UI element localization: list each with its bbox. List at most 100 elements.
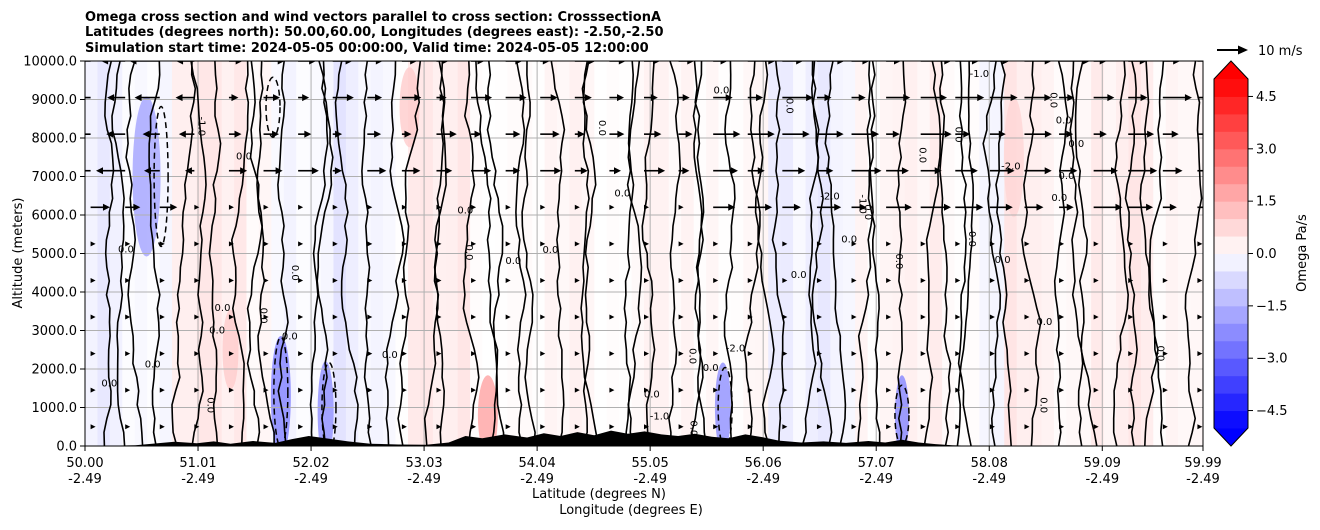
wind-vector-head: [175, 94, 183, 102]
contour-label: -2.0: [820, 191, 840, 202]
y-tick-label: 2000.0: [32, 363, 78, 378]
colorbar-band: [1214, 148, 1248, 167]
contour-label: 0.0: [703, 363, 719, 374]
wind-vector-head: [1059, 424, 1065, 430]
wind-vector-head: [194, 241, 200, 247]
wind-vector-head: [824, 94, 832, 102]
wind-vector-head: [678, 204, 684, 210]
wind-vector-head: [159, 351, 165, 357]
wind-vector-head: [228, 314, 234, 320]
wind-vector-head: [159, 387, 165, 393]
wind-vector-head: [228, 277, 234, 283]
wind-vector-head: [332, 204, 338, 210]
wind-vector-head: [332, 241, 338, 247]
wind-vector-head: [862, 61, 870, 65]
wind-vector-head: [816, 277, 822, 283]
chart-title-line-3: Simulation start time: 2024-05-05 00:00:…: [85, 41, 649, 56]
wind-vector-head: [1036, 203, 1044, 211]
wind-vector-head: [1059, 351, 1065, 357]
wind-vector-head: [334, 167, 342, 175]
wind-vector-head: [977, 94, 985, 102]
wind-vector-head: [273, 94, 281, 102]
wind-vector-head: [580, 167, 588, 175]
wind-vector-head: [375, 61, 383, 65]
colorbar-band: [1214, 358, 1248, 377]
contour-label: 0.0: [917, 147, 928, 163]
x-axis-label-longitude: Longitude (degrees E): [559, 503, 703, 518]
x-tick-label-lat: 59.09: [1084, 456, 1121, 471]
wind-vector-head: [375, 94, 383, 102]
contour-label: 0.0: [289, 265, 300, 281]
wind-vector-head: [609, 387, 615, 393]
wind-vector-head: [920, 241, 926, 247]
wind-vector-head: [944, 203, 952, 211]
wind-vector-head: [1044, 167, 1052, 175]
wind-vector-head: [471, 351, 477, 357]
wind-vector-head: [90, 277, 96, 283]
contour-label: 0.0: [995, 255, 1011, 266]
quiver-key: 10 m/s: [1217, 44, 1303, 59]
x-tick-label-lon: -2.49: [746, 472, 780, 487]
wind-vector-head: [332, 387, 338, 393]
wind-vector-head: [379, 167, 387, 175]
wind-vector-head: [228, 424, 234, 430]
contour-line: [423, 61, 446, 446]
wind-vector-head: [125, 424, 131, 430]
wind-vector-head: [134, 94, 142, 102]
wind-vector-head: [1197, 314, 1203, 320]
wind-vector-head: [644, 351, 649, 357]
wind-vector-head: [617, 130, 625, 138]
wind-vector-head: [955, 424, 961, 430]
wind-vector-head: [298, 351, 304, 357]
wind-vector-head: [367, 241, 373, 247]
wind-vector-head: [471, 387, 477, 393]
contour-line: [824, 61, 847, 446]
contour-label: 0.0: [258, 308, 269, 324]
wind-vector-head: [159, 277, 165, 283]
colorbar-band: [1214, 393, 1248, 412]
wind-vector-head: [989, 277, 995, 283]
y-tick-label: 5000.0: [32, 247, 78, 262]
y-tick-label: 6000.0: [32, 209, 78, 224]
wind-vector-head: [263, 204, 269, 210]
omega-blob: [399, 67, 420, 148]
wind-vector-head: [851, 241, 857, 247]
wind-vector-head: [1082, 61, 1090, 65]
colorbar-band: [1214, 113, 1248, 132]
wind-vector-head: [272, 130, 280, 138]
wind-vector-head: [644, 204, 649, 210]
wind-vector-head: [886, 351, 892, 357]
wind-vector-head: [1059, 277, 1065, 283]
wind-vector-head: [644, 277, 649, 283]
wind-vector-head: [125, 387, 131, 393]
wind-vector-head: [176, 61, 184, 65]
contour-negative: [265, 76, 281, 138]
colorbar-band: [1214, 96, 1248, 115]
contour-label: -1.0: [196, 117, 207, 137]
wind-vector-head: [540, 351, 546, 357]
x-tick-label-lon: -2.49: [1186, 472, 1220, 487]
wind-vector-head: [851, 277, 857, 283]
contour-label: 0.0: [784, 98, 795, 114]
wind-vector-head: [471, 314, 477, 320]
wind-vector-head: [886, 314, 892, 320]
wind-vector-head: [1162, 424, 1168, 430]
wind-vector-head: [782, 241, 788, 247]
contour-label: -1.0: [650, 412, 670, 423]
wind-vector-head: [1208, 131, 1215, 138]
wind-vector-head: [101, 61, 109, 65]
contour-line: [277, 61, 289, 446]
omega-blob: [477, 375, 498, 446]
contour-label: 0.0: [1048, 92, 1059, 108]
contour-line: [623, 61, 635, 446]
wind-vector-head: [1024, 387, 1030, 393]
wind-vector-head: [505, 277, 511, 283]
wind-vector-head: [1099, 61, 1107, 65]
wind-vector-head: [76, 94, 83, 101]
colorbar-band: [1214, 323, 1248, 342]
wind-vector-head: [1146, 203, 1154, 211]
wind-vector-head: [765, 203, 773, 211]
contour-line: [895, 61, 907, 446]
contour-label: 0.0: [893, 253, 904, 269]
wind-vector-head: [654, 130, 662, 138]
